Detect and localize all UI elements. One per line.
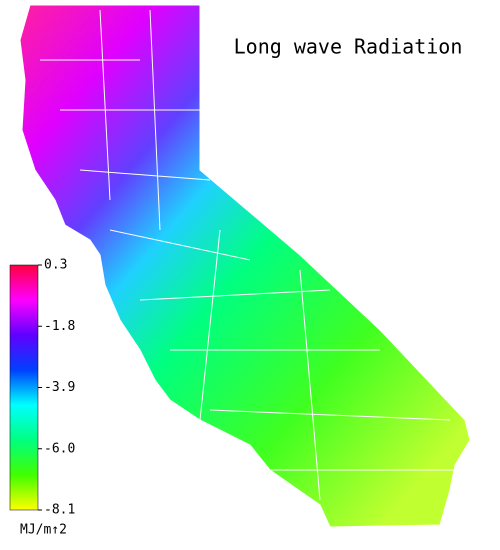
california-map	[19, 4, 471, 528]
map-title: Long wave Radiation	[234, 35, 463, 59]
colorbar	[9, 264, 39, 511]
county-lines	[40, 9, 460, 501]
colorbar-tick-label: -8.1	[44, 503, 75, 518]
colorbar-tick-label: -1.8	[44, 319, 75, 334]
colorbar-tick-label: -3.9	[44, 380, 75, 395]
colorbar-tick-label: -6.0	[44, 441, 75, 456]
colorbar-tick-label: 0.3	[44, 258, 67, 273]
colorbar-unit: MJ/m↑2	[20, 523, 67, 538]
